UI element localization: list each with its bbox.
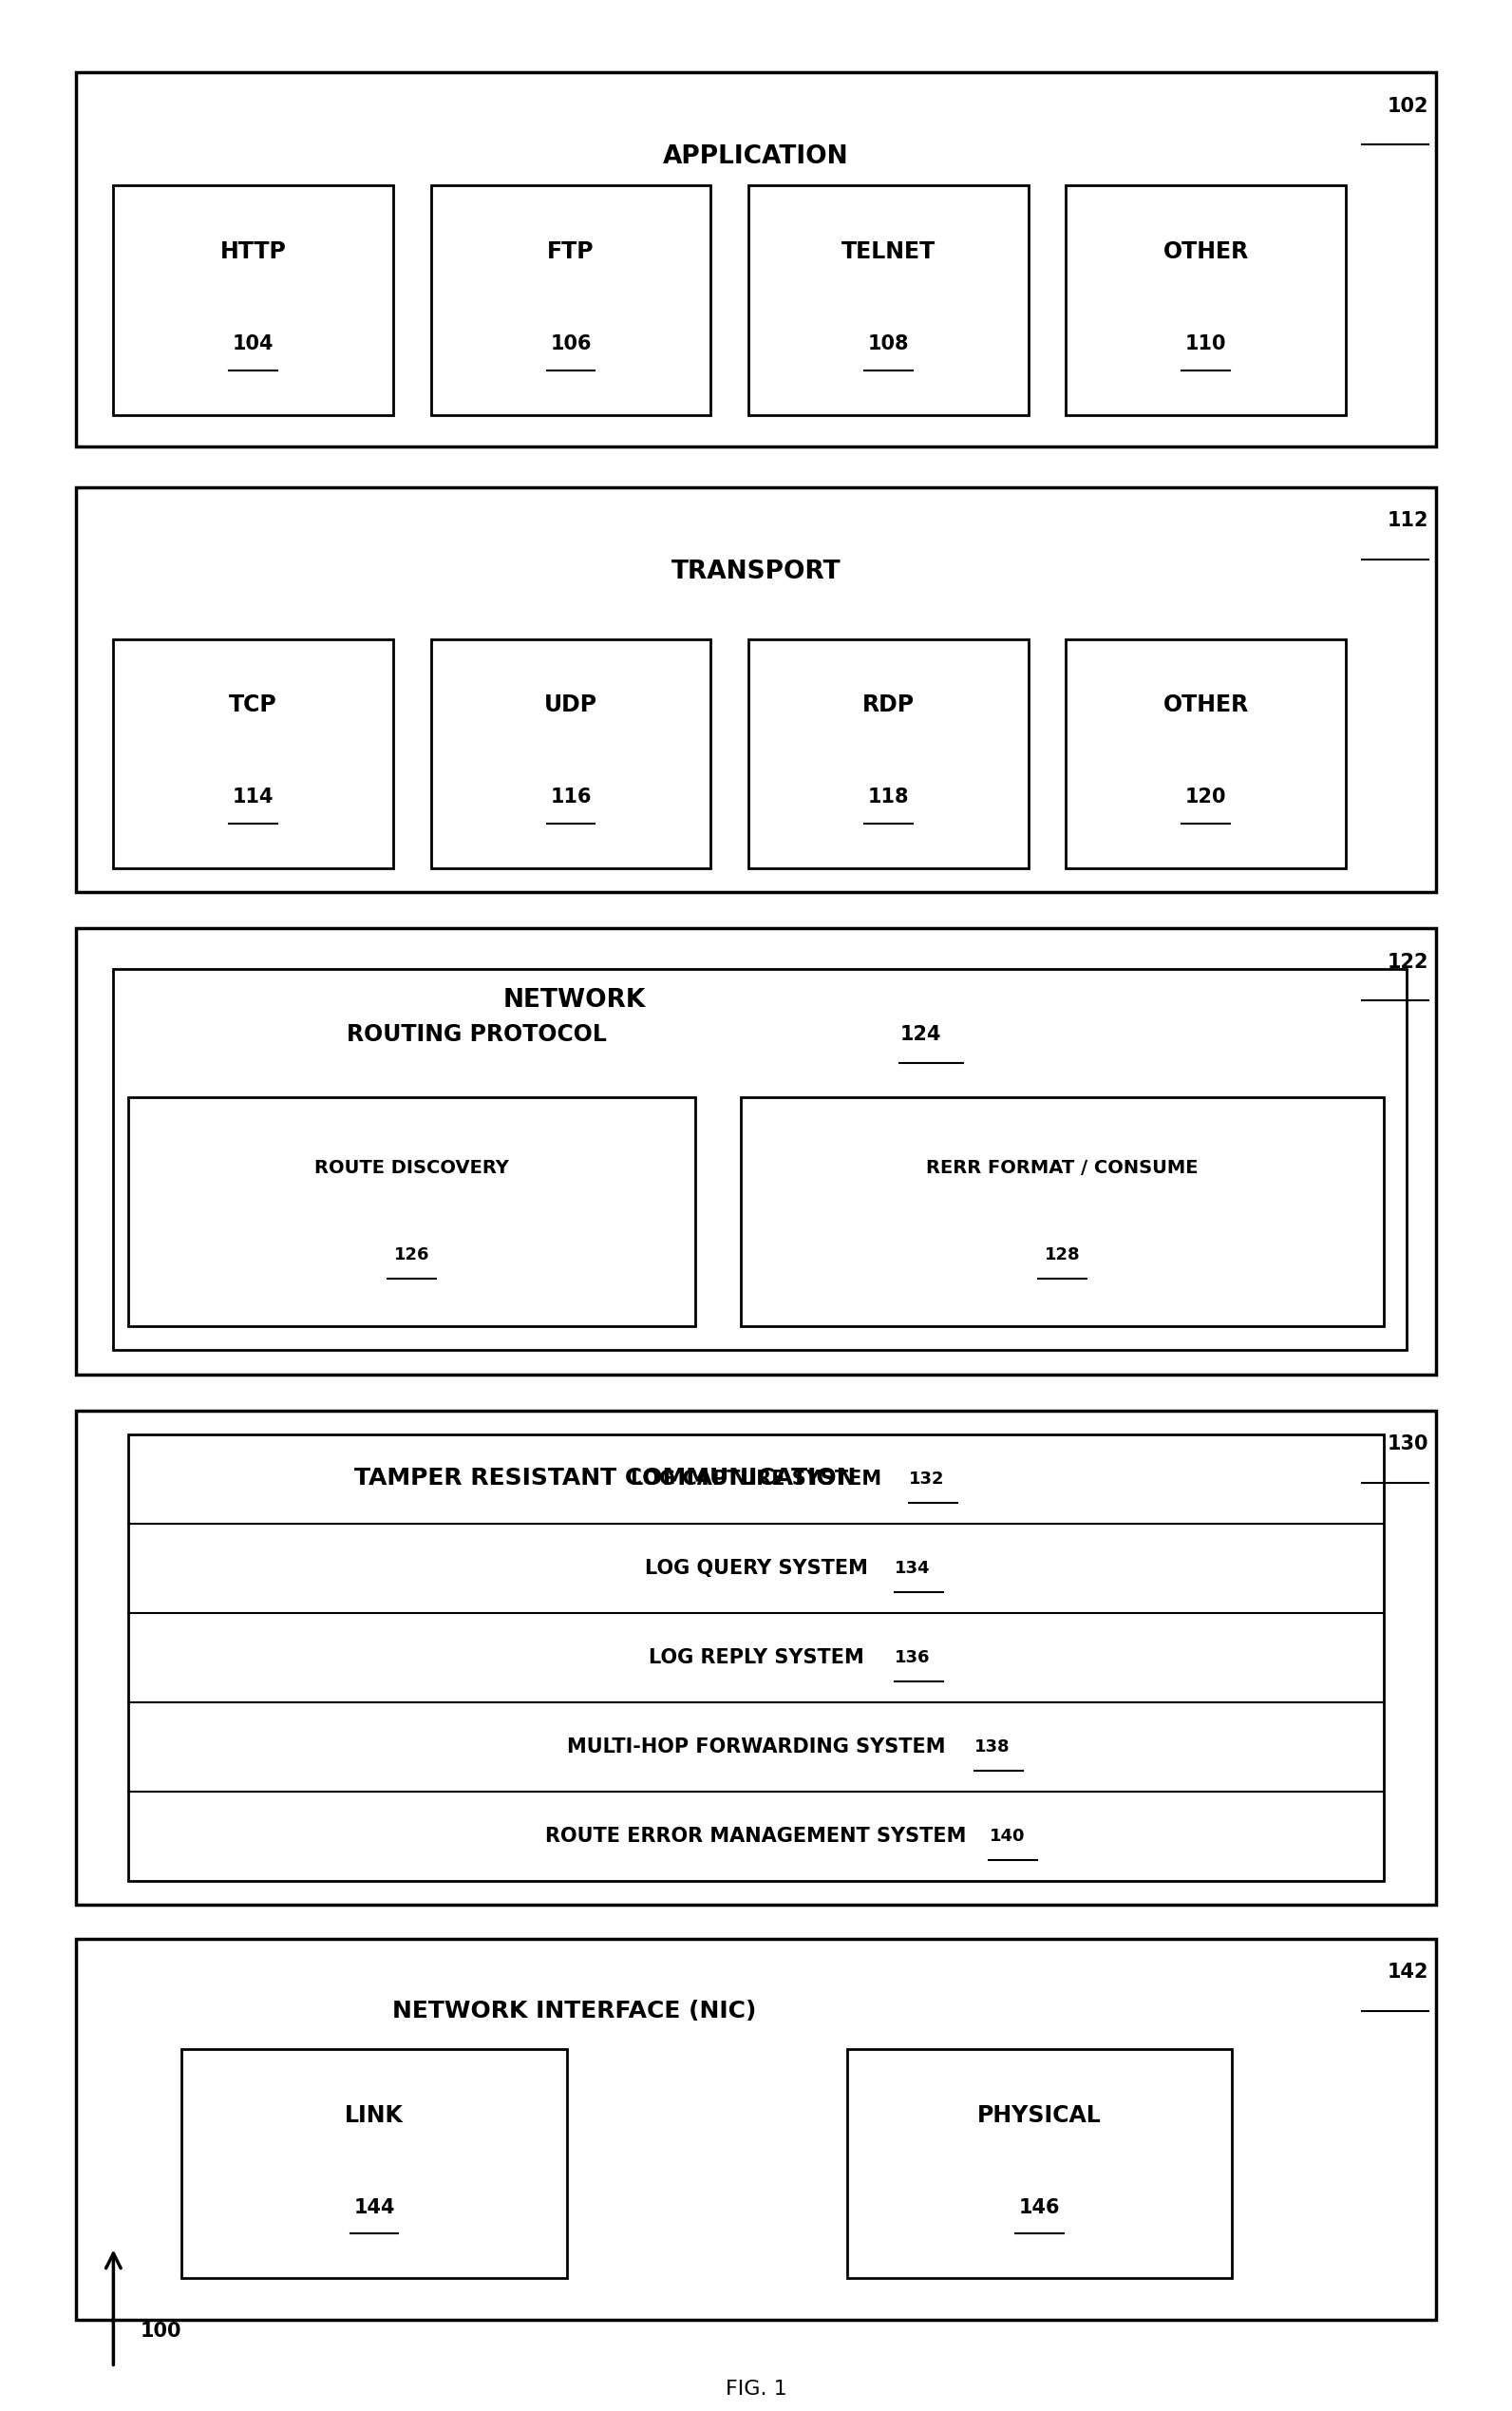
Bar (113, 969, 1406, 1350)
Text: RDP: RDP (862, 694, 915, 716)
Text: OTHER: OTHER (1163, 241, 1249, 263)
Text: NETWORK INTERFACE (NIC): NETWORK INTERFACE (NIC) (393, 1999, 756, 2023)
Text: 126: 126 (395, 1246, 429, 1263)
Text: LOG REPLY SYSTEM: LOG REPLY SYSTEM (649, 1649, 863, 1666)
Text: LOG QUERY SYSTEM: LOG QUERY SYSTEM (644, 1560, 868, 1577)
Text: 142: 142 (1388, 1963, 1429, 1982)
Text: 110: 110 (1185, 335, 1226, 352)
Text: 114: 114 (233, 788, 274, 805)
Bar (113, 186, 393, 415)
Text: 108: 108 (868, 335, 909, 352)
Text: ROUTE ERROR MANAGEMENT SYSTEM: ROUTE ERROR MANAGEMENT SYSTEM (546, 1828, 966, 1844)
Text: 118: 118 (868, 788, 909, 805)
Text: FIG. 1: FIG. 1 (726, 2380, 786, 2399)
Text: HTTP: HTTP (221, 241, 286, 263)
Bar (431, 639, 711, 868)
Text: PHYSICAL: PHYSICAL (977, 2105, 1102, 2127)
Text: 104: 104 (233, 335, 274, 352)
Bar (181, 2049, 567, 2278)
Bar (76, 1410, 1436, 1905)
Bar (741, 1097, 1383, 1326)
Text: ROUTING PROTOCOL: ROUTING PROTOCOL (346, 1022, 606, 1046)
Text: LINK: LINK (345, 2105, 404, 2127)
Text: 138: 138 (975, 1738, 1010, 1755)
Bar (748, 639, 1028, 868)
Bar (431, 186, 711, 415)
Bar (76, 928, 1436, 1374)
Text: 112: 112 (1388, 511, 1429, 530)
Text: TCP: TCP (230, 694, 277, 716)
Bar (1066, 639, 1346, 868)
Text: APPLICATION: APPLICATION (664, 145, 848, 169)
Text: MULTI-HOP FORWARDING SYSTEM: MULTI-HOP FORWARDING SYSTEM (567, 1738, 945, 1755)
Text: TELNET: TELNET (841, 241, 936, 263)
Text: RERR FORMAT / CONSUME: RERR FORMAT / CONSUME (927, 1160, 1198, 1177)
Text: TAMPER RESISTANT COMMUNICATION: TAMPER RESISTANT COMMUNICATION (354, 1466, 856, 1490)
Text: NETWORK: NETWORK (503, 989, 646, 1013)
Bar (76, 1938, 1436, 2319)
Bar (76, 72, 1436, 446)
Text: 124: 124 (900, 1025, 940, 1044)
Bar (847, 2049, 1232, 2278)
Text: 128: 128 (1045, 1246, 1080, 1263)
Text: TRANSPORT: TRANSPORT (671, 559, 841, 583)
Text: 136: 136 (895, 1649, 930, 1666)
Text: 106: 106 (550, 335, 591, 352)
Bar (113, 639, 393, 868)
Bar (1066, 186, 1346, 415)
Text: 122: 122 (1388, 952, 1429, 972)
Text: ROUTE DISCOVERY: ROUTE DISCOVERY (314, 1160, 510, 1177)
Text: FTP: FTP (547, 241, 594, 263)
Text: 140: 140 (989, 1828, 1025, 1844)
Text: OTHER: OTHER (1163, 694, 1249, 716)
Bar (748, 186, 1028, 415)
Text: 146: 146 (1019, 2199, 1060, 2216)
Text: 144: 144 (354, 2199, 395, 2216)
Text: LOG CAPTURE SYSTEM: LOG CAPTURE SYSTEM (631, 1471, 881, 1488)
Text: 130: 130 (1388, 1435, 1429, 1454)
Bar (129, 1097, 696, 1326)
Text: 116: 116 (550, 788, 591, 805)
Text: 120: 120 (1185, 788, 1226, 805)
Text: 102: 102 (1388, 96, 1429, 116)
Text: 134: 134 (895, 1560, 930, 1577)
Text: 100: 100 (141, 2322, 181, 2341)
Bar (76, 487, 1436, 892)
Text: UDP: UDP (544, 694, 597, 716)
Text: 132: 132 (909, 1471, 945, 1488)
Bar (129, 1435, 1383, 1881)
